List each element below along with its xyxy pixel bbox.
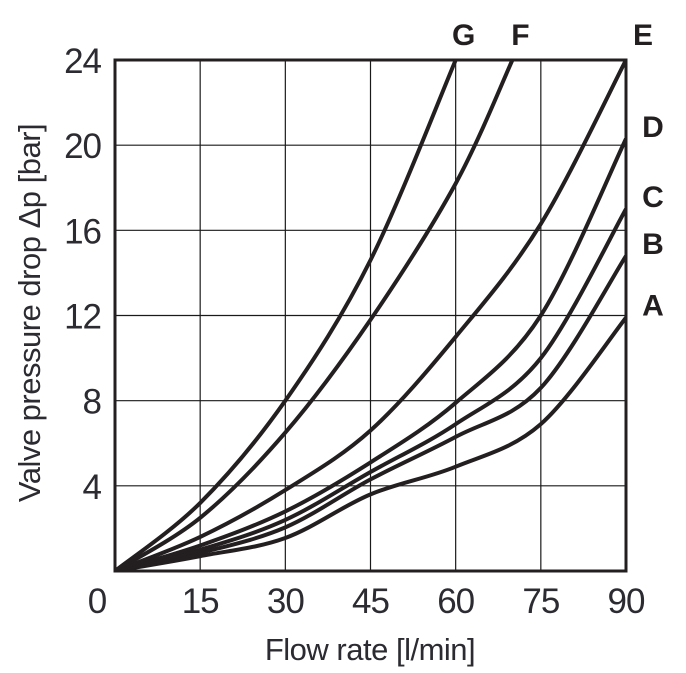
curve-A [115, 316, 626, 571]
x-tick-label-90: 90 [608, 582, 645, 621]
y-tick-label-12: 12 [64, 298, 101, 337]
curve-B [115, 254, 626, 571]
y-tick-label-4: 4 [83, 468, 102, 507]
curve-F [115, 59, 515, 571]
curve-label-F: F [511, 19, 529, 52]
plot-frame [113, 58, 628, 573]
y-tick-label-16: 16 [64, 212, 101, 251]
curve-label-B: B [642, 228, 664, 261]
curve-label-G: G [452, 19, 475, 52]
y-axis-title: Valve pressure drop Δp [bar] [12, 123, 47, 503]
curve-D [115, 137, 626, 571]
curve-label-D: D [642, 111, 664, 144]
curve-G [115, 59, 458, 571]
x-tick-label-45: 45 [352, 582, 389, 621]
x-axis-title: Flow rate [l/min] [264, 632, 476, 667]
curve-E [115, 59, 626, 571]
x-tick-label-30: 30 [267, 582, 304, 621]
x-tick-label-0: 0 [88, 582, 107, 621]
y-tick-label-20: 20 [64, 127, 101, 166]
x-tick-label-75: 75 [522, 582, 559, 621]
curve-label-E: E [633, 19, 653, 52]
curve-label-C: C [642, 181, 664, 214]
x-tick-label-60: 60 [437, 582, 474, 621]
x-tick-label-15: 15 [182, 582, 219, 621]
y-tick-label-24: 24 [64, 42, 101, 81]
curve-label-A: A [642, 290, 664, 323]
curve-C [115, 208, 626, 571]
y-tick-label-8: 8 [83, 383, 101, 422]
